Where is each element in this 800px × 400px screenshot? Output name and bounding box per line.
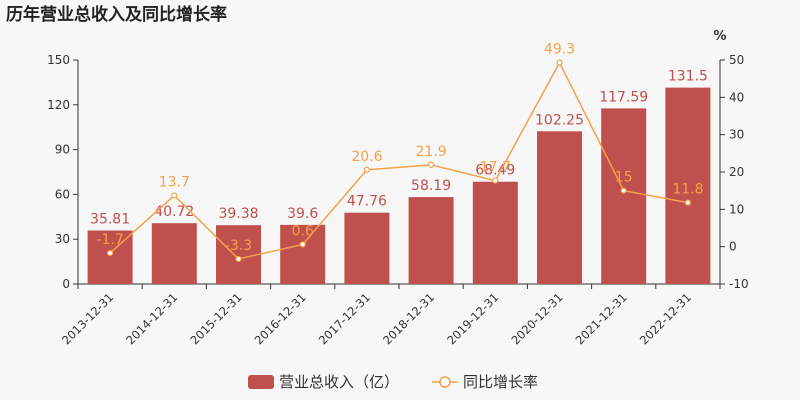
x-tick-label: 2018-12-31 (380, 290, 437, 347)
bar-label: 68.49 (475, 163, 515, 179)
x-tick-label: 2021-12-31 (573, 290, 630, 347)
line-label: 20.6 (351, 149, 382, 165)
bar-label: 39.6 (287, 206, 318, 222)
line-label: 15 (615, 170, 633, 186)
y-left-tick-label: 150 (47, 53, 70, 67)
chart-title: 历年营业总收入及同比增长率 (6, 4, 227, 25)
line-label: 17.7 (480, 160, 511, 176)
y-right-tick-label: 50 (729, 53, 744, 67)
line-point (106, 249, 114, 257)
line-label: 0.6 (292, 223, 314, 239)
legend-line-marker (439, 376, 451, 388)
bar-label: 40.72 (154, 204, 194, 220)
x-tick-label: 2020-12-31 (508, 290, 565, 347)
line-point (620, 187, 627, 194)
line-point (171, 192, 178, 199)
bar-label: 117.59 (599, 89, 648, 105)
line-label: 49.3 (544, 42, 575, 58)
line-label: 13.7 (159, 175, 190, 191)
bar-label: 131.5 (668, 69, 708, 85)
bar (601, 108, 647, 285)
line-point (363, 166, 370, 173)
x-tick-label: 2019-12-31 (444, 290, 501, 347)
line-point (556, 59, 563, 66)
bar (665, 87, 711, 284)
y-right-tick-label: 10 (729, 202, 744, 216)
line-point (684, 199, 692, 206)
y-right-tick-label: 20 (729, 165, 744, 179)
y-left-tick-label: 0 (62, 277, 70, 291)
bar (472, 181, 518, 284)
line-label: 21.9 (416, 144, 447, 160)
bar-label: 58.19 (411, 178, 451, 194)
bar (408, 197, 454, 284)
x-tick-label: 2013-12-31 (59, 290, 116, 347)
y-right-tick-label: -10 (729, 277, 749, 291)
line-label: -3.3 (225, 238, 252, 254)
growth-line (109, 60, 689, 260)
line-label: 11.8 (672, 182, 703, 198)
y-left-tick-label: 30 (55, 232, 70, 246)
legend-bar-label: 营业总收入（亿） (279, 373, 399, 391)
x-tick-label: 2014-12-31 (123, 290, 180, 347)
x-tick-label: 2017-12-31 (316, 290, 373, 347)
x-tick-label: 2016-12-31 (252, 290, 309, 347)
bar-label: 47.76 (347, 194, 387, 210)
bar (280, 224, 326, 284)
y-right-tick-label: 0 (729, 240, 737, 254)
line-point (492, 177, 499, 184)
y-left-tick-label: 60 (55, 187, 70, 201)
bar-label: 35.81 (90, 212, 130, 228)
x-tick-label: 2022-12-31 (637, 290, 694, 347)
y-right-unit: % (713, 29, 726, 44)
line-label: -1.7 (96, 232, 123, 248)
bar-label: 39.38 (218, 206, 258, 222)
bar (151, 223, 197, 284)
bar (344, 212, 390, 284)
y-left-tick-label: 90 (55, 143, 70, 157)
line-point (235, 255, 242, 263)
y-right-tick-label: 40 (729, 90, 744, 104)
line-point (299, 241, 306, 248)
legend-bar-swatch (248, 375, 274, 389)
bar (537, 131, 582, 284)
bar-label: 102.25 (535, 112, 584, 128)
y-left-tick-label: 120 (47, 98, 70, 112)
y-right-tick-label: 30 (729, 128, 744, 142)
line-point (428, 161, 435, 169)
legend-line-label: 同比增长率 (463, 373, 538, 391)
x-tick-label: 2015-12-31 (187, 290, 244, 347)
bar (216, 225, 261, 284)
